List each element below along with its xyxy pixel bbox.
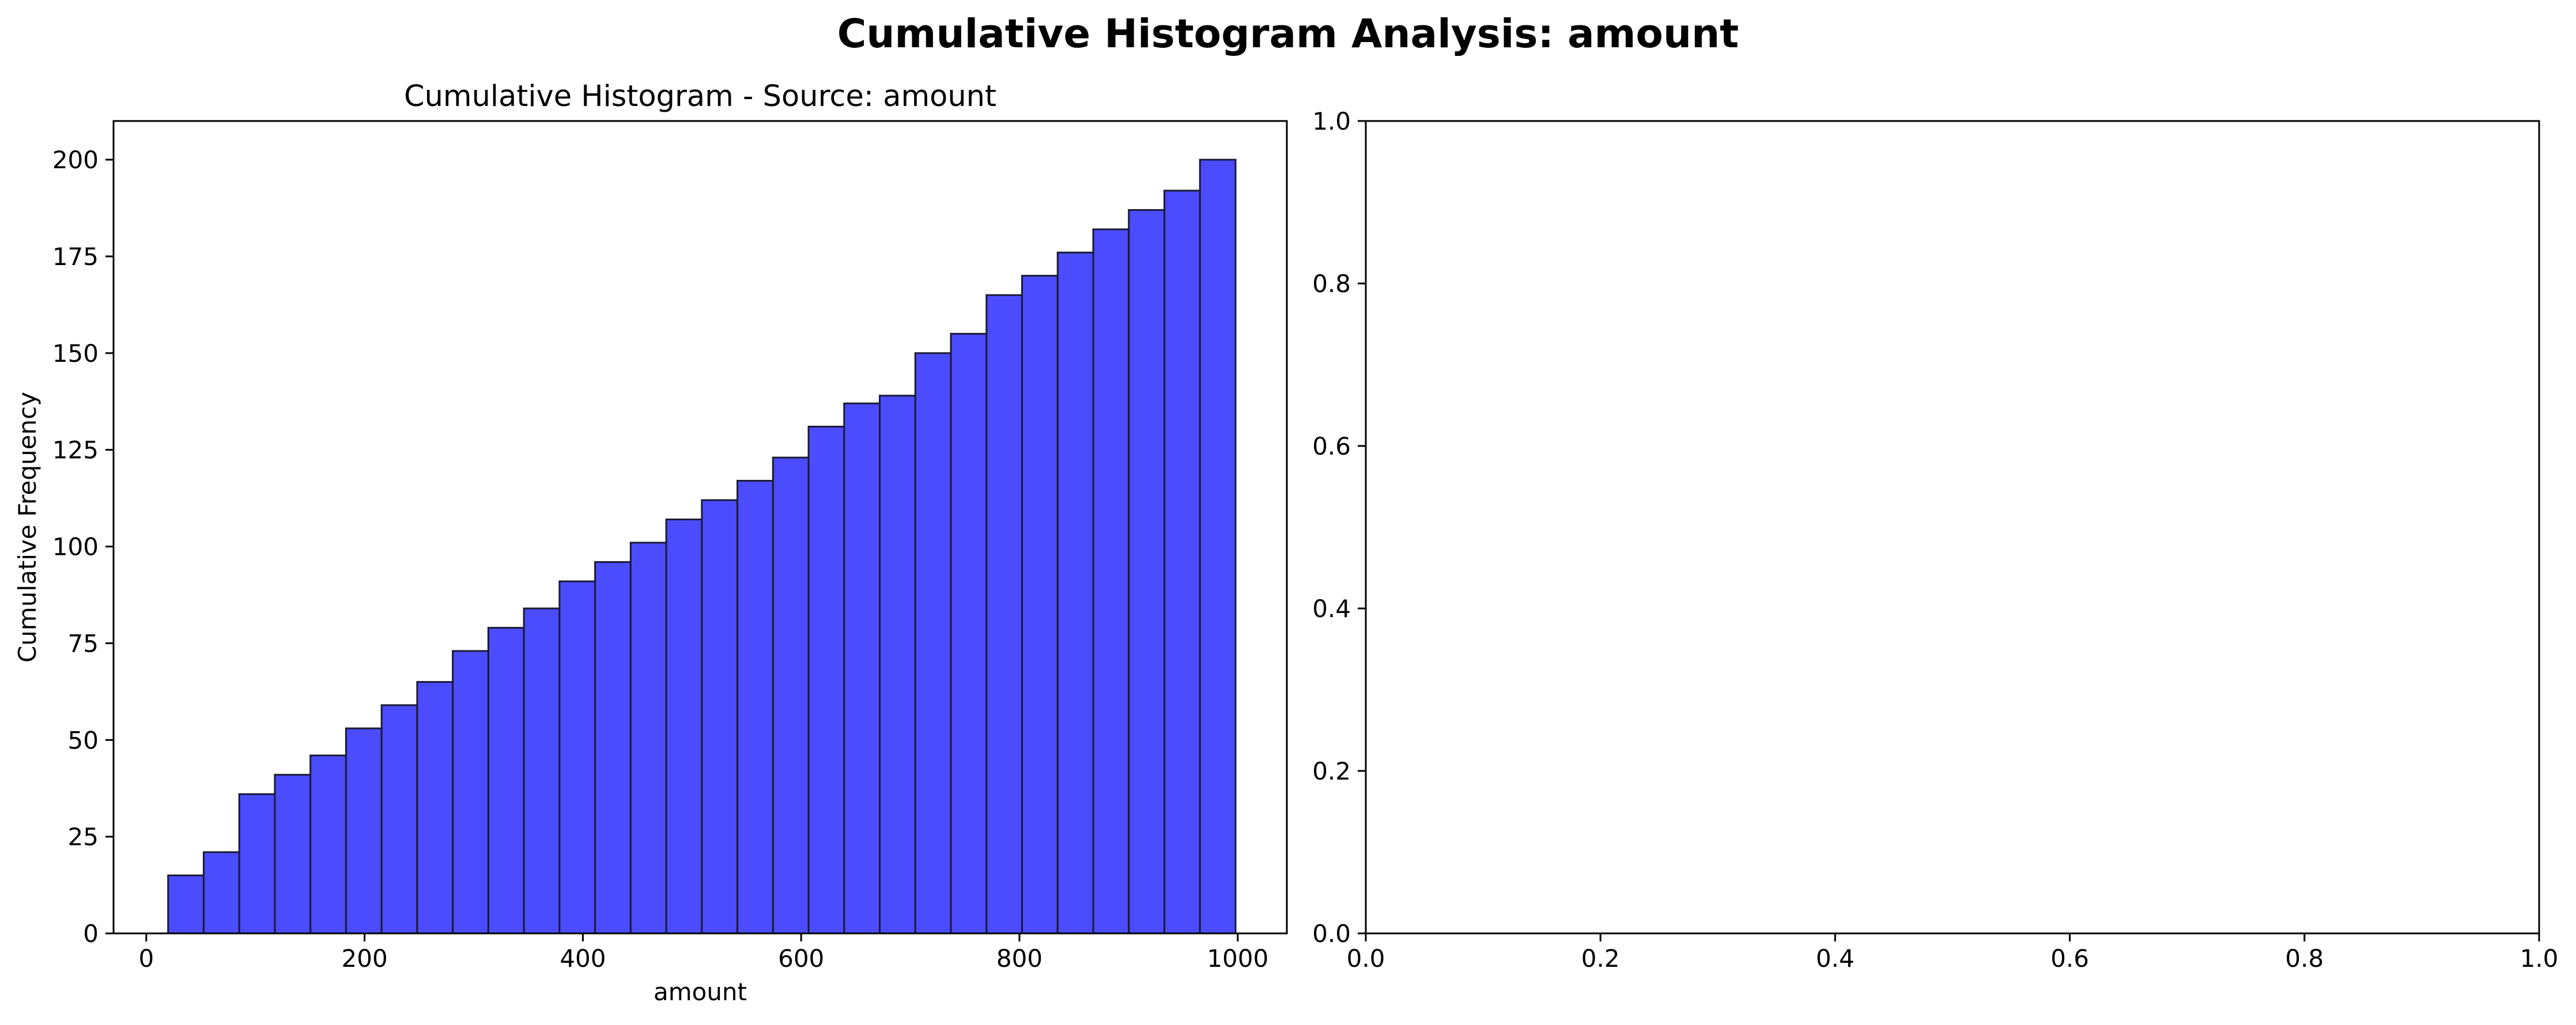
histogram-y-tick-label: 50 (68, 726, 99, 754)
histogram-bar (1056, 251, 1094, 935)
histogram-bar (807, 425, 845, 935)
histogram-y-tick-label: 75 (68, 629, 99, 657)
histogram-bar (380, 704, 418, 935)
histogram-bar (1128, 209, 1165, 935)
empty-axes-x-tick-label: 0.8 (2285, 944, 2324, 973)
empty-axes-x-tick-label: 1.0 (2520, 944, 2559, 973)
histogram-y-tick-label: 25 (68, 823, 99, 851)
empty-axes-x-tick-label: 0.0 (1347, 944, 1385, 973)
histogram-bar (1163, 190, 1201, 935)
histogram-bar (238, 793, 276, 935)
histogram-x-tick-label: 800 (996, 944, 1043, 973)
histogram-bar (879, 395, 916, 935)
histogram-x-axis-label: amount (654, 978, 747, 1006)
histogram-axes: Cumulative Histogram - Source: amount 0 2… (13, 80, 1288, 1006)
empty-axes-x-tick-label: 0.4 (1816, 944, 1854, 973)
histogram-bar (523, 607, 561, 935)
histogram-y-tick-label: 175 (52, 243, 99, 271)
histogram-bar (843, 402, 881, 935)
histogram-y-axis-label: Cumulative Frequency (13, 392, 41, 663)
empty-axes: 0.0 0.2 0.4 0.6 0.8 1.0 0.0 0.2 0.4 0.6 0.8 1.0 (1312, 107, 2558, 973)
histogram-axes-frame (112, 120, 1288, 935)
histogram-bar (1199, 158, 1237, 935)
histogram-y-ticks: 0 25 50 75 100 125 150 175 200 (52, 146, 114, 948)
histogram-y-tick-label: 150 (52, 339, 99, 368)
empty-axes-frame (1365, 120, 2540, 935)
histogram-bar (452, 650, 489, 935)
histogram-x-tick-label: 0 (138, 944, 154, 973)
figure-suptitle: Cumulative Histogram Analysis: amount (837, 11, 1739, 57)
histogram-x-tick-label: 400 (560, 944, 606, 973)
histogram-bar (167, 874, 205, 935)
histogram-bar (985, 294, 1023, 935)
histogram-bar (736, 479, 774, 935)
histogram-bar (274, 774, 312, 935)
empty-axes-y-tick-label: 0.0 (1312, 920, 1351, 948)
empty-axes-y-tick-label: 1.0 (1312, 107, 1351, 135)
histogram-bar (665, 519, 703, 935)
empty-axes-x-tick-label: 0.2 (1581, 944, 1620, 973)
histogram-y-tick-label: 100 (52, 533, 99, 561)
empty-axes-y-tick-label: 0.8 (1312, 270, 1351, 298)
empty-axes-y-tick-label: 0.4 (1312, 595, 1351, 623)
empty-axes-y-tick-label: 0.6 (1312, 432, 1351, 460)
histogram-x-tick-label: 200 (342, 944, 388, 973)
histogram-bar (309, 754, 347, 935)
histogram-bar (487, 627, 525, 935)
empty-axes-y-tick-label: 0.2 (1312, 757, 1351, 785)
empty-axes-x-tick-label: 0.6 (2050, 944, 2089, 973)
histogram-bar (345, 727, 383, 935)
histogram-bar (1092, 228, 1130, 935)
histogram-bar (701, 499, 739, 935)
histogram-y-tick-label: 0 (83, 920, 99, 948)
histogram-x-tick-label: 1000 (1207, 944, 1268, 973)
histogram-bar (950, 332, 988, 935)
histogram-y-tick-label: 200 (52, 146, 99, 174)
histogram-bar (594, 561, 632, 935)
histogram-bar (629, 542, 667, 935)
empty-axes-y-ticks: 0.0 0.2 0.4 0.6 0.8 1.0 (1312, 107, 1366, 948)
histogram-bar (202, 851, 240, 935)
histogram-bar (416, 681, 454, 935)
histogram-y-tick-label: 125 (52, 436, 99, 464)
histogram-bar (914, 352, 952, 935)
histogram-x-ticks: 0 200 400 600 800 1000 (138, 933, 1268, 973)
histogram-bar (772, 456, 810, 935)
histogram-bar (1021, 275, 1059, 935)
histogram-bar (558, 580, 596, 935)
empty-axes-x-ticks: 0.0 0.2 0.4 0.6 0.8 1.0 (1347, 933, 2559, 973)
histogram-title: Cumulative Histogram - Source: amount (404, 80, 996, 114)
histogram-bars (167, 158, 1237, 935)
histogram-x-tick-label: 600 (778, 944, 824, 973)
